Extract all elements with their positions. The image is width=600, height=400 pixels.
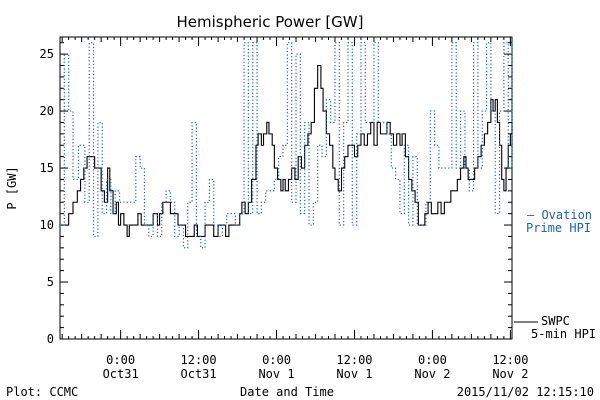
x-tick-label-time: 0:00 [262,353,291,367]
plot-frame [59,36,513,340]
legend-swpc-line1: SWPC [541,314,570,328]
y-tick-label: 10 [40,218,54,232]
x-tick-label-time: 0:00 [106,353,135,367]
x-tick-label-date: Nov 2 [414,367,450,381]
x-tick-label-time: 12:00 [181,353,217,367]
legend-swpc-line2: 5-min HPI [531,327,596,341]
y-tick-label: 15 [40,161,54,175]
x-tick-label-time: 0:00 [418,353,447,367]
y-tick-label: 25 [40,47,54,61]
footer-plot-credit: Plot: CCMC [6,385,78,399]
legend-ovation-line1: — Ovation [527,208,592,222]
chart-title: Hemispheric Power [GW] [177,13,364,31]
y-axis-label: P [GW] [5,166,19,209]
x-tick-label-date: Oct31 [103,367,139,381]
x-axis-label: Date and Time [240,385,334,399]
x-tick-label-time: 12:00 [492,353,528,367]
x-tick-label-date: Nov 1 [336,367,372,381]
footer-timestamp: 2015/11/02 12:15:10 [457,385,594,399]
y-tick-label: 5 [47,275,54,289]
y-axis-ticks: 0 5 10 15 20 25 [40,42,512,346]
x-tick-label-date: Oct31 [181,367,217,381]
x-tick-label-time: 12:00 [336,353,372,367]
series-layer [60,42,513,249]
swpc-series [60,64,513,237]
x-tick-label-date: Nov 1 [258,367,294,381]
x-tick-label-date: Nov 2 [492,367,528,381]
legend-ovation-line2: Prime HPI [526,221,591,235]
ovation-prime-series [60,42,513,249]
y-tick-label: 0 [47,332,54,346]
legend: — Ovation Prime HPI SWPC 5-min HPI [514,208,596,341]
y-tick-label: 20 [40,104,54,118]
